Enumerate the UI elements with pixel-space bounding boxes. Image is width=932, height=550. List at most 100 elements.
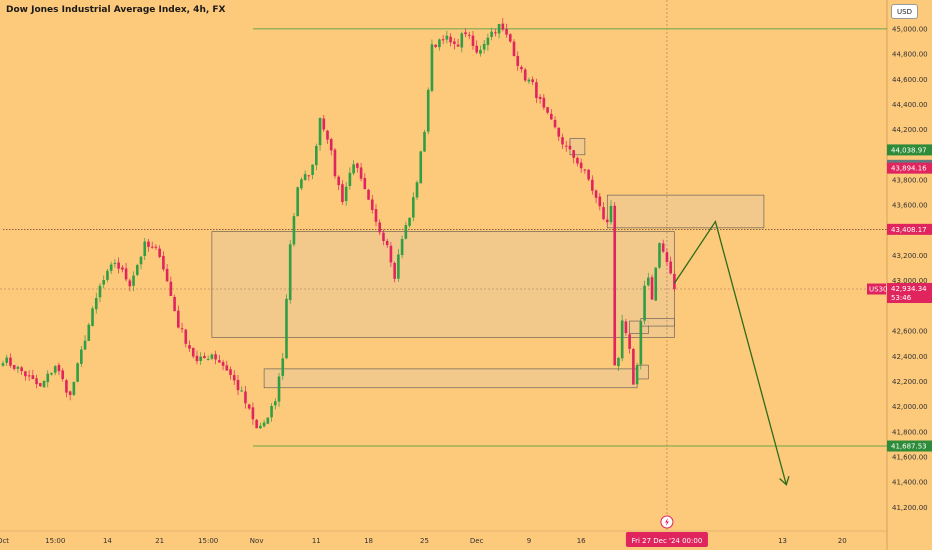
candle-body — [479, 49, 482, 54]
y-tick-label: 42,200.00 — [892, 378, 928, 386]
candle-body — [639, 321, 643, 365]
price-label-text: 44,038.97 — [891, 146, 927, 154]
candle-body — [654, 267, 658, 301]
candle-body — [561, 137, 564, 145]
candle-body — [643, 285, 646, 321]
candle-body — [50, 373, 53, 375]
candle-body — [486, 37, 490, 46]
y-tick-label: 44,200.00 — [892, 126, 928, 134]
symbol-tag-text: US30 — [869, 286, 887, 294]
candle-body — [1, 363, 5, 366]
candle-body — [389, 245, 393, 263]
zone-box-2 — [606, 194, 765, 229]
candle-body — [598, 196, 602, 207]
y-tick-label: 41,400.00 — [892, 479, 928, 487]
candle-body — [225, 365, 229, 371]
candle-body — [605, 219, 609, 223]
candle-body — [400, 239, 404, 255]
candle-body — [430, 44, 434, 91]
candle-body — [20, 367, 23, 372]
candle-body — [523, 69, 527, 81]
candle-body — [404, 225, 408, 239]
zone-box-4 — [636, 364, 649, 380]
cursor-date-label: Fri 27 Dec '24 00:00 — [632, 537, 703, 545]
x-tick-label: 11 — [312, 537, 321, 545]
candle-body — [557, 127, 561, 137]
candle-body — [236, 379, 240, 391]
symbol-tag-box — [867, 283, 886, 295]
candle-body — [124, 268, 128, 280]
y-tick-label: 41,600.00 — [892, 454, 928, 462]
x-tick-label: 16 — [577, 537, 586, 545]
candle-body — [426, 89, 430, 132]
candle-body — [281, 358, 285, 376]
candle-body — [546, 107, 549, 113]
candle-body — [438, 39, 441, 48]
y-tick-label: 45,000.00 — [892, 25, 928, 33]
candle-body — [456, 44, 460, 47]
candle-body — [370, 199, 374, 210]
candle-body — [434, 44, 437, 47]
candle-body — [154, 246, 158, 248]
candle-body — [646, 277, 650, 286]
candle-body — [16, 366, 20, 369]
x-tick-label: Nov — [250, 537, 264, 545]
candle-body — [661, 243, 665, 252]
candle-body — [594, 190, 598, 198]
x-tick-label: Oct — [0, 537, 9, 545]
candle-body — [333, 149, 337, 177]
candle-body — [76, 363, 79, 382]
candle-body — [188, 345, 191, 349]
candle-body — [72, 382, 76, 395]
candle-body — [277, 376, 281, 402]
candle-body — [318, 117, 322, 146]
candle-body — [419, 151, 423, 184]
candle-body — [27, 375, 31, 377]
candles — [1, 18, 676, 430]
candle-body — [296, 187, 299, 217]
candle-body — [617, 357, 620, 367]
candle-body — [307, 175, 311, 177]
zone-box-6 — [640, 318, 675, 327]
price-label-box — [887, 162, 932, 174]
cursor-date-box — [625, 532, 708, 547]
candle-body — [244, 391, 247, 404]
price-label-text: 42,934.34 — [891, 285, 927, 293]
candle-body — [240, 390, 244, 392]
candle-body — [184, 329, 188, 344]
candle-body — [292, 216, 296, 245]
candle-body — [632, 348, 635, 385]
candle-body — [613, 205, 617, 366]
candle-body — [143, 241, 147, 256]
candle-body — [393, 262, 396, 279]
candle-body — [337, 176, 340, 186]
candle-body — [658, 243, 661, 268]
price-label-text: 43,408.17 — [891, 226, 927, 234]
candle-body — [415, 182, 419, 198]
candle-body — [341, 184, 344, 203]
candle-body — [80, 349, 83, 364]
candle-body — [65, 380, 68, 393]
y-tick-label: 41,800.00 — [892, 428, 928, 436]
price-label-countdown: 53:46 — [891, 294, 912, 302]
candle-body — [363, 177, 367, 190]
candle-body — [553, 119, 557, 128]
price-axis — [887, 0, 932, 550]
candle-body — [98, 285, 102, 298]
candle-body — [117, 262, 120, 269]
candle-body — [374, 209, 378, 222]
x-tick-label: 9 — [527, 537, 531, 545]
candle-body — [460, 33, 464, 48]
candle-body — [538, 96, 542, 99]
candle-body — [348, 172, 352, 187]
x-tick-label: 14 — [103, 537, 112, 545]
candle-body — [35, 378, 38, 385]
price-label-box — [887, 144, 932, 156]
candle-body — [527, 79, 531, 82]
currency-button[interactable]: USD — [891, 4, 918, 19]
candle-body — [165, 268, 169, 282]
candle-body — [673, 273, 676, 290]
y-tick-label: 43,000.00 — [892, 277, 928, 285]
